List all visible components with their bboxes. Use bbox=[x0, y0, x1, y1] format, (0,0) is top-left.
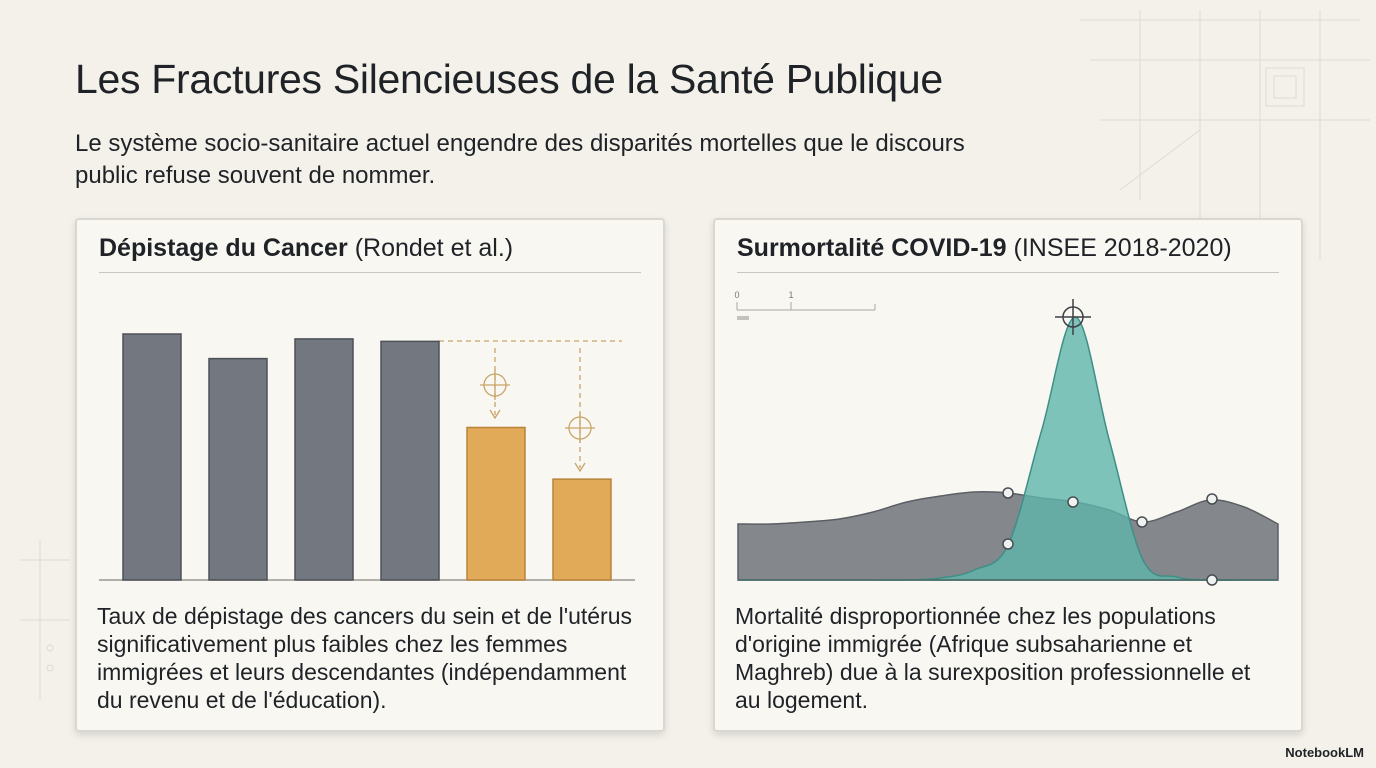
subtitle: Le système socio-sanitaire actuel engend… bbox=[75, 130, 965, 189]
scale-label: 1 bbox=[788, 290, 793, 300]
point-marker bbox=[1002, 538, 1014, 550]
mini-scale bbox=[736, 302, 876, 320]
heading-rest: (Rondet et al.) bbox=[354, 234, 514, 262]
bar bbox=[380, 340, 440, 581]
card: Dépistage du Cancer (Rondet et al.) Taux … bbox=[75, 218, 665, 732]
card-heading: Dépistage du Cancer (Rondet et al.) bbox=[99, 234, 513, 263]
point-marker bbox=[1206, 493, 1218, 505]
bar bbox=[294, 338, 354, 581]
annotation bbox=[439, 340, 622, 473]
scale-label: 0 bbox=[734, 290, 739, 300]
bar bbox=[466, 426, 526, 581]
heading-bold: Dépistage du Cancer bbox=[99, 234, 348, 262]
heading-bold: Surmortalité COVID-19 bbox=[737, 234, 1007, 262]
title: Les Fractures Silencieuses de la Santé P… bbox=[75, 56, 943, 102]
chart bbox=[99, 333, 635, 581]
card-body: Taux de dépistage des cancers du sein et… bbox=[97, 603, 633, 713]
bar bbox=[208, 357, 268, 581]
point-marker bbox=[1067, 496, 1079, 508]
brand: NotebookLM bbox=[1285, 745, 1364, 760]
peak-crosshair bbox=[1055, 299, 1091, 335]
point-marker bbox=[1002, 487, 1014, 499]
point-marker bbox=[1136, 516, 1148, 528]
divider bbox=[99, 272, 641, 273]
card-body: Mortalité disproportionnée chez les popu… bbox=[735, 603, 1251, 713]
bar bbox=[122, 333, 182, 581]
heading-rest: (INSEE 2018-2020) bbox=[1013, 234, 1232, 262]
point-marker bbox=[1206, 574, 1218, 586]
bar bbox=[552, 478, 612, 581]
card-heading: Surmortalité COVID-19 (INSEE 2018-2020) bbox=[737, 234, 1232, 263]
divider bbox=[737, 272, 1279, 273]
